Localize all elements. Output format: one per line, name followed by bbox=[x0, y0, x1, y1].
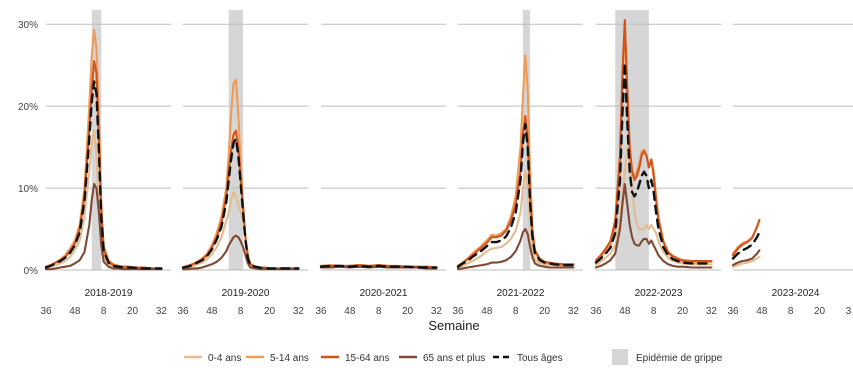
x-tick-label: 20 bbox=[402, 306, 414, 317]
legend-label: 65 ans et plus bbox=[423, 353, 485, 364]
series-line-15-64-ans bbox=[44, 60, 163, 270]
series-line-tous-ges bbox=[44, 80, 163, 270]
series-line-0-4-ans bbox=[456, 170, 575, 269]
series-line-15-64-ans bbox=[181, 129, 300, 270]
x-tick-label: 20 bbox=[539, 306, 551, 317]
epidemic-band bbox=[91, 10, 102, 270]
series-line-tous-ges bbox=[181, 137, 300, 270]
season-label: 2022-2023 bbox=[635, 288, 683, 299]
series-line-65-ans-et-plus bbox=[594, 182, 713, 269]
x-tick-label: 32 bbox=[156, 306, 168, 317]
x-tick-label: 32 bbox=[568, 306, 580, 317]
x-tick-label: 8 bbox=[238, 306, 244, 317]
x-tick-label: 20 bbox=[677, 306, 689, 317]
legend-label: Tous âges bbox=[517, 353, 563, 364]
x-tick-label: 48 bbox=[206, 306, 218, 317]
x-tick-label: 36 bbox=[40, 306, 52, 317]
legend-label: 15-64 ans bbox=[345, 353, 389, 364]
x-tick-label: 8 bbox=[651, 306, 657, 317]
x-tick-label: 48 bbox=[344, 306, 356, 317]
series-line-tous-ges bbox=[731, 231, 761, 260]
series-line-5-14-ans bbox=[44, 28, 163, 270]
x-tick-label: 8 bbox=[376, 306, 382, 317]
y-tick-label: 20% bbox=[18, 102, 38, 113]
panel-2018-2019: 2018-2019 36 48 8 20 32 bbox=[40, 10, 171, 317]
legend-label: 5-14 ans bbox=[270, 353, 309, 364]
x-tick-label: 48 bbox=[69, 306, 81, 317]
legend-swatch-epidemic bbox=[612, 349, 628, 365]
legend: 0-4 ans 5-14 ans 15-64 ans 65 ans et plus To… bbox=[184, 349, 723, 365]
x-tick-label: 8 bbox=[101, 306, 107, 317]
series-line-65-ans-et-plus bbox=[731, 249, 761, 267]
panel-2023-2024: 2023-2024 36 48 8 20 3 bbox=[727, 23, 853, 317]
season-label: 2018-2019 bbox=[85, 288, 133, 299]
x-tick-label: 8 bbox=[513, 306, 519, 317]
legend-label: 0-4 ans bbox=[208, 353, 241, 364]
x-tick-label: 32 bbox=[431, 306, 443, 317]
x-axis-label: Semaine bbox=[428, 318, 479, 333]
series-line-0-4-ans bbox=[594, 146, 713, 267]
series-line-5-14-ans bbox=[456, 54, 575, 267]
season-label: 2023-2024 bbox=[772, 288, 820, 299]
x-tick-label: 36 bbox=[315, 306, 327, 317]
y-tick-label: 10% bbox=[18, 184, 38, 195]
panel-2021-2022: 2021-2022 36 48 8 20 32 bbox=[452, 10, 583, 317]
y-axis: 0% 10% 20% 30% bbox=[18, 20, 38, 277]
series-line-65-ans-et-plus bbox=[44, 182, 163, 271]
series-line-tous-ges bbox=[456, 122, 575, 268]
x-tick-label: 36 bbox=[590, 306, 602, 317]
y-tick-label: 0% bbox=[24, 266, 39, 277]
series-line-tous-ges bbox=[319, 264, 438, 269]
series-line-0-4-ans bbox=[731, 255, 761, 268]
x-tick-label: 48 bbox=[481, 306, 493, 317]
series-line-65-ans-et-plus bbox=[456, 227, 575, 271]
x-tick-label: 48 bbox=[756, 306, 768, 317]
panel-2020-2021: 2020-2021 36 48 8 20 32 bbox=[315, 23, 446, 317]
series-line-15-64-ans bbox=[731, 218, 761, 257]
series-line-tous-ges bbox=[594, 61, 713, 265]
x-tick-label: 36 bbox=[452, 306, 464, 317]
x-tick-label: 36 bbox=[177, 306, 189, 317]
x-tick-label: 48 bbox=[619, 306, 631, 317]
season-label: 2021-2022 bbox=[497, 288, 545, 299]
panel-2022-2023: 2022-2023 36 48 8 20 32 bbox=[590, 10, 721, 317]
x-tick-label: 36 bbox=[727, 306, 739, 317]
x-tick-label: 32 bbox=[706, 306, 718, 317]
x-tick-label: 8 bbox=[788, 306, 794, 317]
panel-2019-2020: 2019-2020 36 48 8 20 32 bbox=[177, 10, 308, 317]
season-label: 2019-2020 bbox=[222, 288, 270, 299]
y-tick-label: 30% bbox=[18, 20, 38, 31]
series-line-15-64-ans bbox=[594, 19, 713, 263]
series-line-65-ans-et-plus bbox=[181, 234, 300, 271]
x-tick-label: 20 bbox=[264, 306, 276, 317]
season-label: 2020-2021 bbox=[360, 288, 408, 299]
x-tick-label: 20 bbox=[814, 306, 826, 317]
x-tick-label: 20 bbox=[127, 306, 139, 317]
legend-label-epidemic: Epidémie de grippe bbox=[636, 353, 723, 364]
x-tick-label: 3 bbox=[846, 306, 852, 317]
x-tick-label: 32 bbox=[293, 306, 305, 317]
